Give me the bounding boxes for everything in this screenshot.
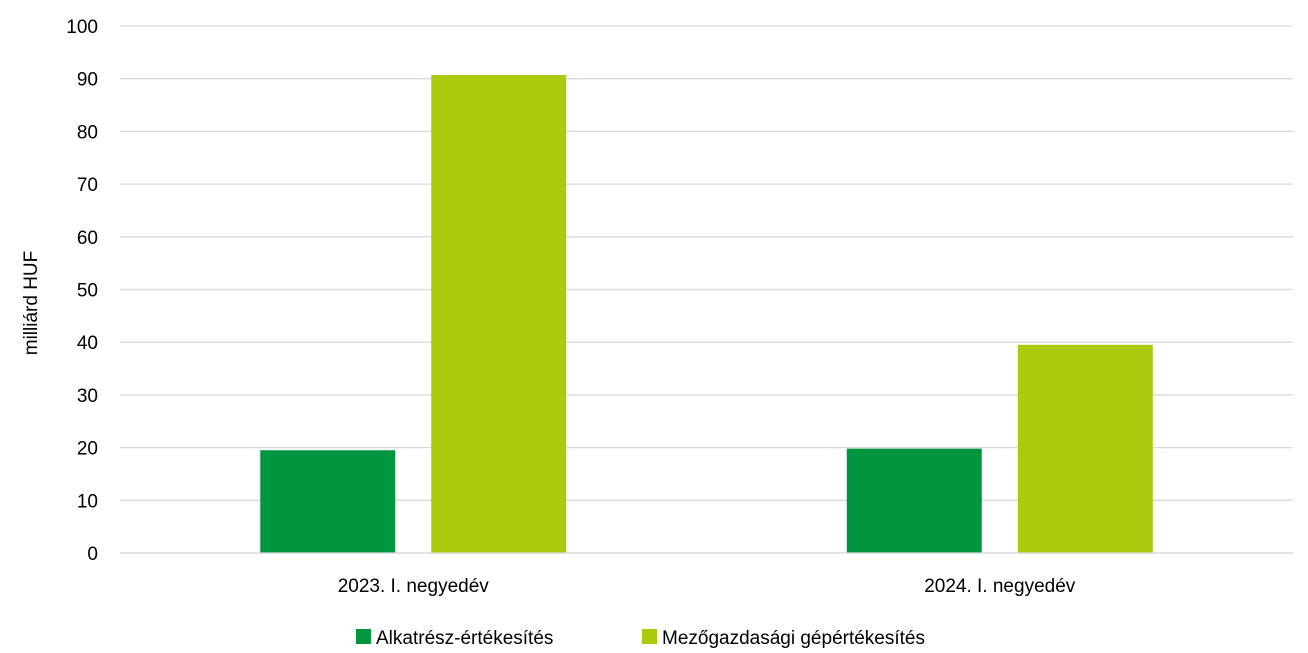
bar-alkatresz-0: [260, 450, 396, 553]
y-tick-label: 100: [66, 17, 98, 38]
bar-alkatresz-1: [846, 448, 982, 553]
y-tick-label: 40: [77, 333, 98, 354]
y-tick-label: 90: [77, 70, 98, 91]
bar-mezogazdasagi-1: [1017, 344, 1153, 553]
bars: [120, 75, 1293, 554]
y-tick-label: 0: [87, 544, 98, 565]
legend: Alkatrész-értékesítés Mezőgazdasági gépér…: [356, 628, 925, 649]
legend-label: Alkatrész-értékesítés: [376, 628, 553, 649]
x-category-label: 2024. I. negyedév: [924, 576, 1076, 597]
y-tick-label: 60: [77, 228, 98, 249]
bar-mezogazdasagi-0: [431, 75, 567, 554]
y-tick-label: 10: [77, 491, 98, 512]
x-axis-categories: 2023. I. negyedév 2024. I. negyedév: [338, 576, 1076, 597]
y-tick-label: 50: [77, 281, 98, 302]
y-tick-label: 30: [77, 386, 98, 407]
x-category-label: 2023. I. negyedév: [338, 576, 490, 597]
y-axis-title: milliárd HUF: [21, 251, 42, 356]
y-tick-label: 70: [77, 175, 98, 196]
y-tick-label: 20: [77, 439, 98, 460]
y-axis-ticks: 0 10 20 30 40 50 60 70 80 90 100: [66, 17, 98, 565]
legend-swatch: [642, 629, 657, 644]
legend-swatch: [356, 629, 371, 644]
y-tick-label: 80: [77, 122, 98, 143]
legend-label: Mezőgazdasági gépértékesítés: [662, 628, 925, 649]
